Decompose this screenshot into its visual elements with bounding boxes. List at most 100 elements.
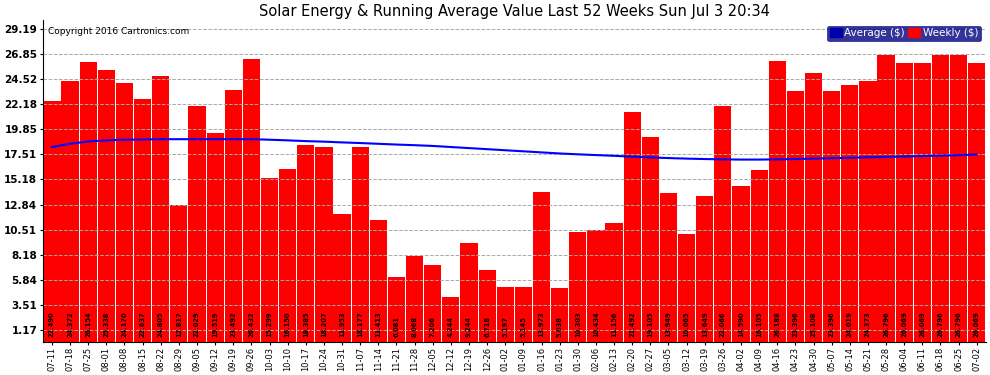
Bar [587,230,605,342]
Bar [823,91,841,342]
Bar [261,178,278,342]
Bar [79,62,97,342]
Text: 5.197: 5.197 [502,316,508,337]
Text: 5.038: 5.038 [556,316,562,337]
Bar [642,137,659,342]
Bar [207,133,224,342]
Bar [116,83,133,342]
Text: 4.244: 4.244 [447,316,453,337]
Text: 26.069: 26.069 [974,311,980,337]
Text: 10.434: 10.434 [593,311,599,337]
Text: 26.069: 26.069 [901,311,907,337]
Bar [660,193,677,342]
Text: 23.396: 23.396 [792,311,798,337]
Text: 26.432: 26.432 [248,311,254,337]
Bar [678,234,695,342]
Bar [842,84,858,342]
Bar [134,99,151,342]
Bar [98,70,115,342]
Bar [388,277,405,342]
Bar [533,192,550,342]
Text: 22.029: 22.029 [194,311,200,337]
Text: 11.156: 11.156 [611,312,617,337]
Text: 24.373: 24.373 [865,311,871,337]
Text: 11.953: 11.953 [339,312,346,337]
Text: 19.105: 19.105 [647,312,653,337]
Bar [316,147,333,342]
Bar [624,112,641,342]
Text: 19.519: 19.519 [212,312,218,337]
Text: 24.372: 24.372 [67,311,73,337]
Text: 13.973: 13.973 [539,311,545,337]
Text: Copyright 2016 Cartronics.com: Copyright 2016 Cartronics.com [48,27,189,36]
Bar [714,105,732,342]
Text: 16.105: 16.105 [756,312,762,337]
Bar [279,169,296,342]
Bar [424,265,442,342]
Bar [188,106,206,342]
Bar [914,63,931,342]
Text: 7.206: 7.206 [430,316,436,337]
Text: 21.492: 21.492 [630,311,636,337]
Text: 11.413: 11.413 [375,311,381,337]
Text: 13.649: 13.649 [702,311,708,337]
Text: 25.108: 25.108 [811,312,817,337]
Bar [859,81,876,342]
Text: 14.590: 14.590 [738,312,744,337]
Bar [896,63,913,342]
Bar [750,170,768,342]
Text: 8.068: 8.068 [412,316,418,337]
Text: 24.019: 24.019 [846,311,852,337]
Bar [551,288,568,342]
Bar [733,186,749,342]
Text: 25.338: 25.338 [103,312,109,337]
Bar [351,147,369,342]
Text: 18.177: 18.177 [357,311,363,337]
Text: 24.170: 24.170 [122,311,128,337]
Bar [61,81,78,342]
Text: 6.718: 6.718 [484,316,490,337]
Bar [787,91,804,342]
Bar [297,145,315,342]
Text: 22.490: 22.490 [49,311,54,337]
Text: 18.207: 18.207 [321,311,327,337]
Text: 9.244: 9.244 [466,316,472,337]
Text: 23.396: 23.396 [829,311,835,337]
Text: 10.303: 10.303 [575,311,581,337]
Text: 15.299: 15.299 [266,312,272,337]
Title: Solar Energy & Running Average Value Last 52 Weeks Sun Jul 3 20:34: Solar Energy & Running Average Value Las… [259,4,770,19]
Bar [877,55,895,342]
Text: 26.188: 26.188 [774,311,780,337]
Text: 23.492: 23.492 [231,311,237,337]
Bar [334,214,350,342]
Bar [515,287,532,342]
Bar [170,205,187,342]
Bar [950,55,967,342]
Bar [968,63,985,342]
Bar [460,243,477,342]
Bar [243,58,260,342]
Bar [406,256,423,342]
Bar [569,232,586,342]
Text: 26.796: 26.796 [883,311,889,337]
Bar [225,90,242,342]
Text: 10.065: 10.065 [684,312,690,337]
Text: 26.796: 26.796 [955,311,961,337]
Bar [932,55,949,342]
Text: 18.385: 18.385 [303,312,309,337]
Legend: Average ($), Weekly ($): Average ($), Weekly ($) [827,26,981,41]
Bar [478,270,496,342]
Bar [696,196,714,342]
Text: 22.637: 22.637 [140,311,146,337]
Text: 26.069: 26.069 [920,311,926,337]
Bar [44,101,60,342]
Bar [805,73,822,342]
Text: 16.150: 16.150 [285,312,291,337]
Text: 26.796: 26.796 [938,311,943,337]
Text: 26.154: 26.154 [85,312,91,337]
Bar [443,297,459,342]
Bar [768,61,786,342]
Bar [152,76,169,342]
Text: 22.066: 22.066 [720,311,726,337]
Bar [369,220,387,342]
